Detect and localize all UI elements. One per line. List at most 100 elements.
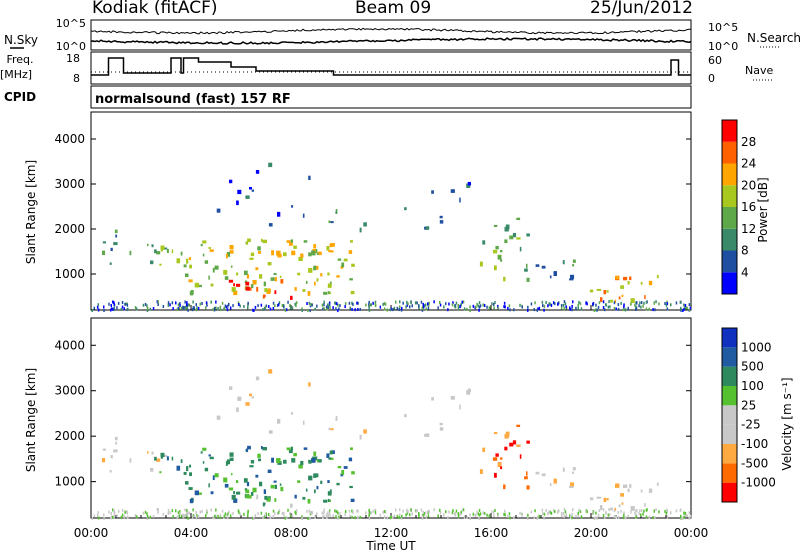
- velocity-echo-cell: [592, 510, 594, 514]
- power-echo-cell: [507, 306, 509, 310]
- velocity-echo-cell: [462, 508, 465, 512]
- power-echo-cell: [635, 301, 637, 305]
- velocity-echo-cell: [237, 396, 242, 401]
- velocity-echo-cell: [290, 503, 293, 508]
- power-echo-cell: [171, 301, 174, 305]
- power-echo-cell: [636, 301, 638, 305]
- velocity-echo-cell: [249, 393, 252, 397]
- power-echo-cell: [383, 307, 386, 311]
- power-echo-cell: [267, 262, 272, 266]
- velocity-echo-cell: [303, 447, 308, 450]
- power-echo-cell: [151, 244, 154, 248]
- power-echo-cell: [392, 308, 394, 312]
- velocity-echo-cell: [516, 424, 521, 427]
- power-echo-cell: [445, 302, 447, 306]
- power-echo-cell: [630, 302, 632, 306]
- velocity-echo-cell: [577, 511, 579, 515]
- power-echo-cell: [147, 243, 149, 247]
- power-echo-cell: [656, 275, 659, 279]
- velocity-echo-cell: [247, 509, 249, 513]
- velocity-echo-cell: [245, 402, 250, 406]
- velocity-echo-cell: [212, 516, 214, 519]
- velocity-echo-cell: [491, 510, 493, 514]
- velocity-echo-cell: [572, 467, 576, 471]
- power-echo-cell: [595, 308, 597, 312]
- velocity-echo-cell: [354, 516, 356, 520]
- power-echo-cell: [328, 220, 331, 224]
- velocity-echo-cell: [447, 516, 449, 520]
- velocity-echo-cell: [344, 510, 347, 513]
- velocity-echo-cell: [221, 509, 224, 513]
- velocity-echo-cell: [639, 509, 641, 513]
- power-echo-cell: [624, 308, 626, 312]
- velocity-echo-cell: [427, 514, 430, 518]
- velocity-echo-cell: [231, 494, 236, 500]
- velocity-echo-cell: [200, 451, 203, 454]
- velocity-echo-cell: [534, 509, 536, 513]
- power-echo-cell: [348, 301, 351, 305]
- velocity-echo-cell: [134, 514, 137, 517]
- velocity-echo-cell: [316, 460, 319, 463]
- power-echo-cell: [459, 197, 461, 203]
- power-echo-cell: [614, 299, 617, 303]
- velocity-echo-cell: [251, 396, 254, 399]
- velocity-echo-cell: [679, 508, 682, 512]
- power-echo-cell: [202, 240, 207, 244]
- power-echo-cell: [323, 303, 325, 307]
- velocity-colorbar-segment: [722, 482, 737, 502]
- velocity-echo-cell: [494, 472, 497, 478]
- velocity-echo-cell: [439, 511, 442, 515]
- power-echo-cell: [269, 307, 272, 311]
- velocity-echo-cell: [336, 482, 340, 486]
- power-echo-cell: [383, 302, 386, 306]
- nave-tick-bottom: 0: [708, 72, 715, 85]
- velocity-echo-cell: [538, 514, 541, 518]
- power-echo-cell: [97, 303, 99, 307]
- velocity-echo-cell: [328, 509, 331, 513]
- power-echo-cell: [102, 241, 106, 244]
- velocity-echo-cell: [272, 515, 275, 518]
- velocity-echo-cell: [368, 508, 370, 512]
- velocity-colorbar-segment: [722, 405, 737, 425]
- power-echo-cell: [422, 305, 425, 309]
- power-echo-cell: [655, 300, 657, 304]
- velocity-echo-cell: [564, 510, 567, 514]
- velocity-echo-cell: [268, 369, 273, 374]
- power-echo-cell: [530, 302, 533, 306]
- power-echo-cell: [213, 308, 216, 312]
- power-echo-cell: [461, 300, 463, 304]
- velocity-echo-cell: [294, 494, 297, 499]
- power-echo-cell: [250, 252, 255, 257]
- velocity-echo-cell: [476, 510, 478, 514]
- velocity-echo-cell: [142, 511, 145, 515]
- power-echo-cell: [689, 306, 692, 310]
- power-echo-cell: [301, 309, 303, 312]
- velocity-echo-cell: [253, 517, 255, 520]
- power-echo-cell: [562, 303, 565, 307]
- velocity-echo-cell: [229, 386, 233, 390]
- power-echo-cell: [178, 306, 181, 310]
- velocity-echo-cell: [572, 471, 575, 474]
- velocity-echo-cell: [224, 483, 229, 488]
- power-echo-cell: [472, 304, 475, 308]
- velocity-echo-cell: [182, 515, 185, 519]
- velocity-echo-cell: [167, 511, 170, 515]
- power-echo-cell: [231, 287, 236, 292]
- power-echo-cell: [124, 302, 126, 306]
- velocity-echo-cell: [406, 511, 409, 515]
- velocity-echo-cell: [298, 464, 303, 469]
- velocity-echo-cell: [457, 512, 460, 516]
- velocity-echo-cell: [545, 508, 547, 512]
- power-echo-cell: [326, 246, 330, 251]
- power-echo-cell: [644, 295, 646, 299]
- power-echo-cell: [580, 307, 583, 311]
- power-echo-cell: [418, 304, 420, 308]
- power-echo-cell: [91, 309, 93, 312]
- velocity-echo-cell: [288, 449, 293, 454]
- power-echo-cell: [301, 307, 303, 311]
- power-echo-cell: [351, 307, 353, 311]
- velocity-echo-cell: [329, 450, 333, 455]
- power-echo-cell: [521, 305, 523, 309]
- velocity-echo-cell: [120, 515, 123, 519]
- power-echo-cell: [503, 305, 505, 309]
